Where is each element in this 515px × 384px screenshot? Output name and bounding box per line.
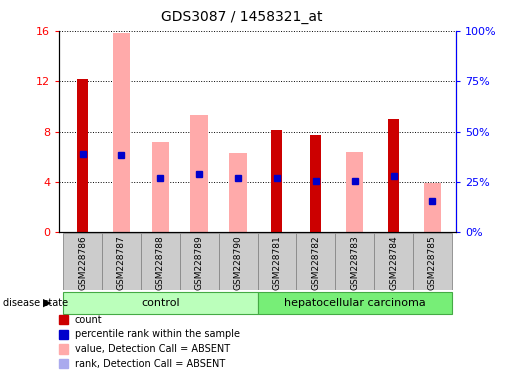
- Bar: [191, 115, 208, 232]
- Bar: [113, 33, 130, 232]
- Text: GDS3087 / 1458321_at: GDS3087 / 1458321_at: [161, 10, 323, 23]
- Bar: [63, 233, 102, 290]
- Text: GSM228789: GSM228789: [195, 235, 204, 290]
- Text: GSM228785: GSM228785: [428, 235, 437, 290]
- Bar: [229, 153, 247, 232]
- Bar: [151, 142, 169, 232]
- Bar: [388, 119, 399, 232]
- Text: ▶: ▶: [43, 298, 52, 308]
- Text: GSM228786: GSM228786: [78, 235, 87, 290]
- Text: GSM228782: GSM228782: [311, 235, 320, 290]
- Bar: [258, 233, 296, 290]
- Bar: [271, 130, 282, 232]
- Bar: [258, 292, 452, 314]
- Bar: [102, 233, 141, 290]
- Bar: [63, 292, 258, 314]
- Text: GSM228781: GSM228781: [272, 235, 281, 290]
- Bar: [335, 233, 374, 290]
- Text: count: count: [75, 315, 102, 325]
- Text: GSM228788: GSM228788: [156, 235, 165, 290]
- Text: GSM228787: GSM228787: [117, 235, 126, 290]
- Bar: [180, 233, 219, 290]
- Bar: [296, 233, 335, 290]
- Text: percentile rank within the sample: percentile rank within the sample: [75, 329, 239, 339]
- Text: value, Detection Call = ABSENT: value, Detection Call = ABSENT: [75, 344, 230, 354]
- Bar: [346, 152, 364, 232]
- Text: rank, Detection Call = ABSENT: rank, Detection Call = ABSENT: [75, 359, 225, 369]
- Text: disease state: disease state: [3, 298, 67, 308]
- Bar: [424, 183, 441, 232]
- Bar: [219, 233, 258, 290]
- Bar: [77, 79, 88, 232]
- Text: GSM228790: GSM228790: [234, 235, 243, 290]
- Bar: [141, 233, 180, 290]
- Text: GSM228783: GSM228783: [350, 235, 359, 290]
- Bar: [413, 233, 452, 290]
- Text: GSM228784: GSM228784: [389, 235, 398, 290]
- Bar: [311, 135, 321, 232]
- Bar: [374, 233, 413, 290]
- Text: hepatocellular carcinoma: hepatocellular carcinoma: [284, 298, 425, 308]
- Text: control: control: [141, 298, 180, 308]
